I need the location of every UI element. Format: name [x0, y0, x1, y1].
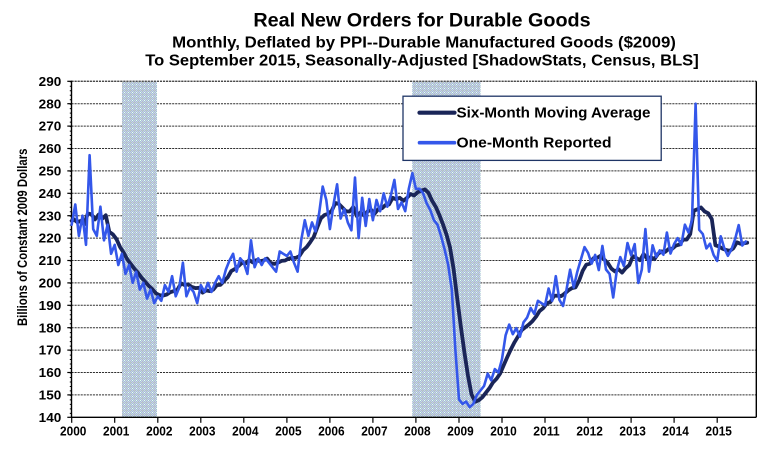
svg-text:240: 240	[39, 186, 62, 201]
svg-text:200: 200	[39, 276, 62, 291]
svg-text:250: 250	[39, 164, 62, 179]
svg-text:220: 220	[39, 231, 62, 246]
svg-text:190: 190	[39, 298, 62, 313]
svg-text:280: 280	[39, 96, 62, 111]
svg-text:One-Month Reported: One-Month Reported	[457, 136, 612, 152]
svg-text:2014: 2014	[662, 424, 689, 439]
svg-text:Billions of Constant 2009 Doll: Billions of Constant 2009 Dollars	[14, 148, 30, 326]
svg-text:2007: 2007	[361, 424, 387, 439]
svg-text:170: 170	[39, 343, 62, 358]
svg-text:230: 230	[39, 208, 62, 223]
svg-text:180: 180	[39, 320, 62, 335]
svg-text:2001: 2001	[103, 424, 129, 439]
svg-text:260: 260	[39, 141, 62, 156]
svg-text:2006: 2006	[318, 424, 344, 439]
svg-text:2008: 2008	[404, 424, 430, 439]
svg-text:2002: 2002	[146, 424, 172, 439]
svg-text:2004: 2004	[232, 424, 259, 439]
svg-text:Real New Orders for Durable Go: Real New Orders for Durable Goods	[253, 11, 590, 32]
svg-text:Six-Month Moving Average: Six-Month Moving Average	[457, 106, 651, 122]
svg-text:2011: 2011	[533, 424, 559, 439]
svg-text:2000: 2000	[60, 424, 86, 439]
svg-text:290: 290	[39, 74, 62, 89]
svg-text:2012: 2012	[576, 424, 602, 439]
svg-text:210: 210	[39, 253, 62, 268]
svg-text:2005: 2005	[275, 424, 301, 439]
svg-text:Monthly, Deflated by PPI--Dura: Monthly, Deflated by PPI--Durable Manufa…	[172, 34, 676, 51]
svg-text:150: 150	[39, 388, 62, 403]
svg-text:2003: 2003	[189, 424, 215, 439]
svg-text:160: 160	[39, 365, 62, 380]
svg-text:2010: 2010	[490, 424, 516, 439]
svg-text:To September 2015, Seasonally-: To September 2015, Seasonally-Adjusted […	[145, 52, 699, 69]
svg-text:2013: 2013	[619, 424, 645, 439]
svg-text:140: 140	[39, 410, 62, 425]
svg-text:2009: 2009	[447, 424, 473, 439]
svg-text:270: 270	[39, 119, 62, 134]
svg-text:2015: 2015	[706, 424, 732, 439]
